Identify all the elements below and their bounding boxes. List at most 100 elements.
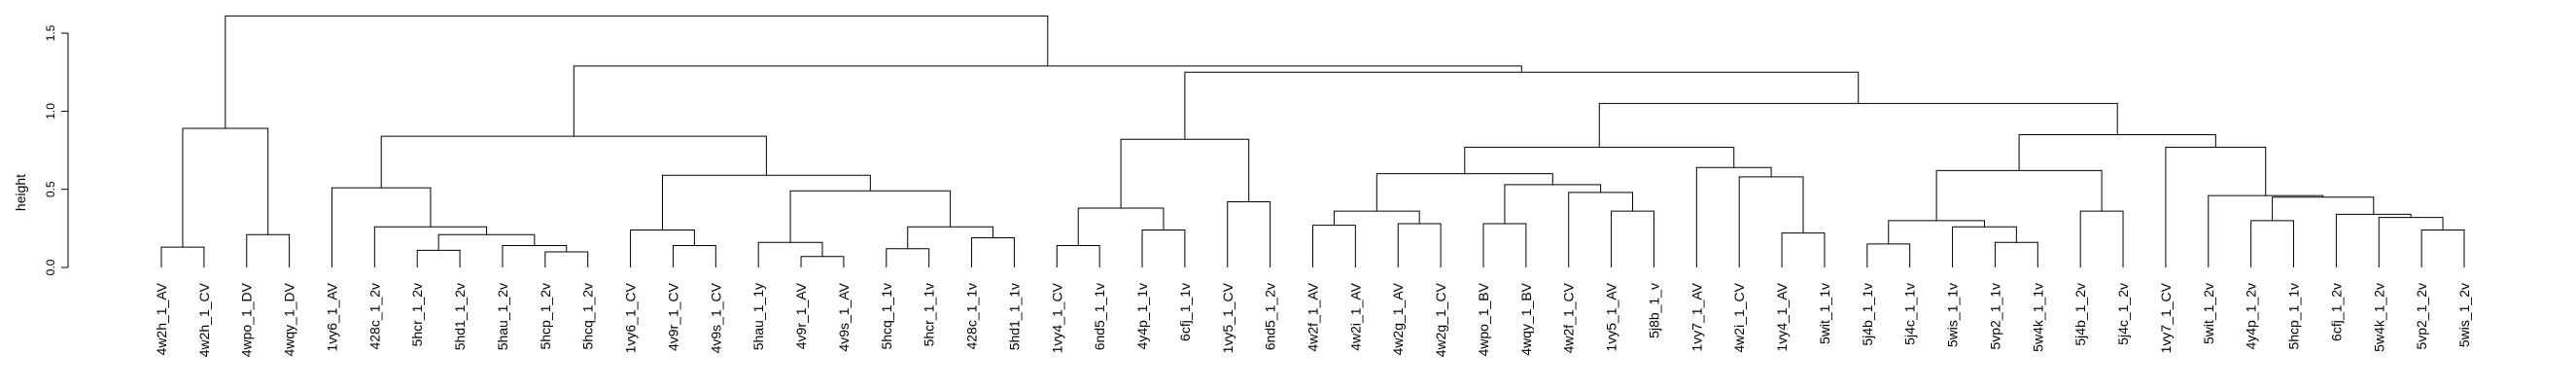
leaf-label: 1vy7_1_CV bbox=[2158, 282, 2174, 353]
dendrogram-branch-m28 bbox=[1482, 223, 1527, 267]
dendrogram-branch-m23 bbox=[1227, 201, 1271, 267]
leaf-label: 4w2h_1_AV bbox=[154, 282, 169, 355]
dendrogram-branch-m52 bbox=[1184, 71, 1860, 140]
leaf-label: 5j4c_1_2v bbox=[2115, 283, 2131, 345]
dendrogram-branch-m43 bbox=[2250, 220, 2295, 267]
dendrogram-branch-m33 bbox=[1781, 232, 1826, 267]
leaf-label: 5wis_1_2v bbox=[2456, 283, 2472, 347]
y-tick-label: 0.5 bbox=[44, 181, 57, 197]
leaf-label: 1vy7_1_AV bbox=[1688, 282, 1704, 351]
dendrogram-branch-m8 bbox=[373, 226, 488, 267]
dendrogram-branch-m29 bbox=[1611, 210, 1654, 267]
dendrogram-branch-m10 bbox=[672, 245, 716, 267]
dendrogram-branch-m6 bbox=[502, 245, 568, 267]
dendrogram-branch-m3 bbox=[182, 127, 269, 248]
dendrogram-branch-m21 bbox=[1141, 229, 1186, 267]
leaf-label: 428c_1_1v bbox=[964, 283, 980, 350]
leaf-label: 5j4c_1_1v bbox=[1902, 283, 1918, 345]
dendrogram-branch-m44 bbox=[2420, 229, 2465, 267]
dendrogram-branch-m25 bbox=[1312, 225, 1356, 267]
leaf-label: 1vy6_1_AV bbox=[324, 282, 339, 351]
dendrogram-branch-m38 bbox=[1994, 241, 2038, 267]
leaf-label: 5hcr_1_1v bbox=[922, 283, 937, 346]
dendrogram-branch-m9 bbox=[331, 187, 432, 267]
dendrogram-branch-m4 bbox=[416, 249, 461, 267]
leaf-label: 1vy4_1_AV bbox=[1774, 282, 1790, 351]
dendrogram-branch-m46 bbox=[2335, 213, 2412, 267]
leaf-label: 4wqy_1_BV bbox=[1518, 282, 1534, 355]
leaf-label: 5w4k_1_2v bbox=[2371, 283, 2386, 352]
dendrogram-branch-m39 bbox=[1952, 226, 2017, 267]
leaf-label: 4v9r_1_AV bbox=[793, 282, 809, 349]
dendrogram-branch-m53 bbox=[573, 65, 1522, 137]
dendrogram-branch-m34 bbox=[1738, 176, 1804, 267]
leaf-labels: 4w2h_1_AV 4w2h_1_CV 4wpo_1_DV 4wqy_1_DV 1vy6… bbox=[154, 282, 2472, 357]
dendrogram-branch-m12 bbox=[800, 256, 845, 267]
y-axis: 0.0 0.5 1.0 1.5 bbox=[44, 24, 69, 275]
leaf-label: 4w2h_1_CV bbox=[196, 282, 212, 357]
leaf-label: 5hcr_1_2v bbox=[409, 283, 425, 346]
dendrogram-branch-m37 bbox=[1866, 243, 1911, 267]
leaf-label: 4v9s_1_CV bbox=[708, 282, 723, 353]
dendrogram-branch-m32 bbox=[1375, 173, 1553, 212]
leaf-label: 4wpo_1_BV bbox=[1476, 282, 1491, 356]
leaf-label: 1vy5_1_CV bbox=[1220, 282, 1236, 353]
dendrogram-branch-m51 bbox=[1598, 102, 2118, 148]
dendrogram-branch-m41 bbox=[2079, 210, 2124, 267]
leaf-label: 428c_1_2v bbox=[366, 283, 382, 350]
leaf-label: 5j8b_1_v bbox=[1646, 283, 1661, 338]
leaf-label: 5hcp_1_1v bbox=[2286, 283, 2302, 350]
leaf-label: 6cfj_1_1v bbox=[1177, 283, 1193, 341]
leaf-label: 5hau_1_2v bbox=[495, 283, 510, 350]
dendrogram-branch-m22 bbox=[1077, 207, 1165, 246]
leaf-label: 6nd5_1_2v bbox=[1263, 283, 1278, 350]
dendrogram-branch-m36 bbox=[1464, 146, 1735, 174]
dendrogram-branch-m50 bbox=[2018, 133, 2216, 171]
leaf-label: 5hcp_1_2v bbox=[538, 283, 553, 350]
dendrogram-branch-m31 bbox=[1504, 184, 1602, 225]
dendrogram-branch-m54 bbox=[225, 15, 1049, 129]
dendrogram-branch-m2 bbox=[246, 233, 291, 267]
dendrogram-branch-m48 bbox=[2208, 194, 2324, 267]
leaf-label: 4w2f_1_CV bbox=[1561, 282, 1577, 353]
leaf-label: 4y4p_1_2v bbox=[2244, 283, 2259, 350]
dendrogram-branch-m24 bbox=[1120, 138, 1250, 208]
leaf-label: 5hcq_1_2v bbox=[580, 283, 596, 350]
leaf-label: 5hau_1_1y bbox=[750, 283, 766, 350]
dendrogram-branch-m14 bbox=[886, 248, 930, 267]
dendrogram-branch-m26 bbox=[1397, 223, 1442, 267]
dendrogram-branch-m11 bbox=[630, 229, 695, 267]
y-axis-label: height bbox=[13, 174, 28, 211]
dendrogram-branch-m30 bbox=[1568, 192, 1634, 267]
dendrogram-branch-m1 bbox=[160, 246, 205, 267]
leaf-label: 5wit_1_1v bbox=[1817, 283, 1832, 344]
leaf-label: 5vp2_1_1v bbox=[1987, 283, 2002, 350]
leaf-label: 1vy5_1_AV bbox=[1604, 282, 1619, 351]
leaf-label: 5wit_1_2v bbox=[2201, 283, 2216, 344]
dendrogram-branch-m15 bbox=[971, 236, 1015, 267]
leaf-label: 4v9r_1_CV bbox=[665, 282, 680, 351]
leaf-label: 6nd5_1_1v bbox=[1092, 283, 1107, 350]
leaf-label: 4w2f_1_AV bbox=[1305, 282, 1321, 351]
dendrogram-branches bbox=[160, 15, 2465, 267]
leaf-label: 5hcq_1_1v bbox=[879, 283, 894, 350]
leaf-label: 5j4b_1_1v bbox=[1860, 283, 1875, 346]
leaf-label: 4v9s_1_AV bbox=[836, 282, 852, 351]
dendrogram-branch-m42 bbox=[1935, 169, 2103, 221]
dendrogram-branch-m45 bbox=[2378, 217, 2444, 267]
y-tick-label: 0.0 bbox=[44, 259, 57, 275]
leaf-label: 5j4b_1_2v bbox=[2072, 283, 2088, 346]
leaf-label: 4w2i_1_CV bbox=[1731, 282, 1747, 352]
leaf-label: 4wqy_1_DV bbox=[282, 282, 297, 356]
leaf-label: 5w4k_1_1v bbox=[2030, 283, 2045, 352]
dendrogram-branch-m18 bbox=[661, 174, 871, 230]
dendrogram-branch-m20 bbox=[1056, 245, 1100, 267]
dendrogram-branch-m40 bbox=[1888, 220, 1985, 244]
leaf-label: 5hd1_1_1v bbox=[1006, 283, 1022, 350]
dendrogram-branch-m17 bbox=[789, 190, 952, 243]
dendrogram-branch-m13 bbox=[757, 241, 823, 267]
leaf-label: 4w2g_1_CV bbox=[1433, 282, 1448, 357]
leaf-label: 4w2i_1_AV bbox=[1347, 282, 1363, 350]
dendrogram-branch-m5 bbox=[544, 251, 589, 267]
